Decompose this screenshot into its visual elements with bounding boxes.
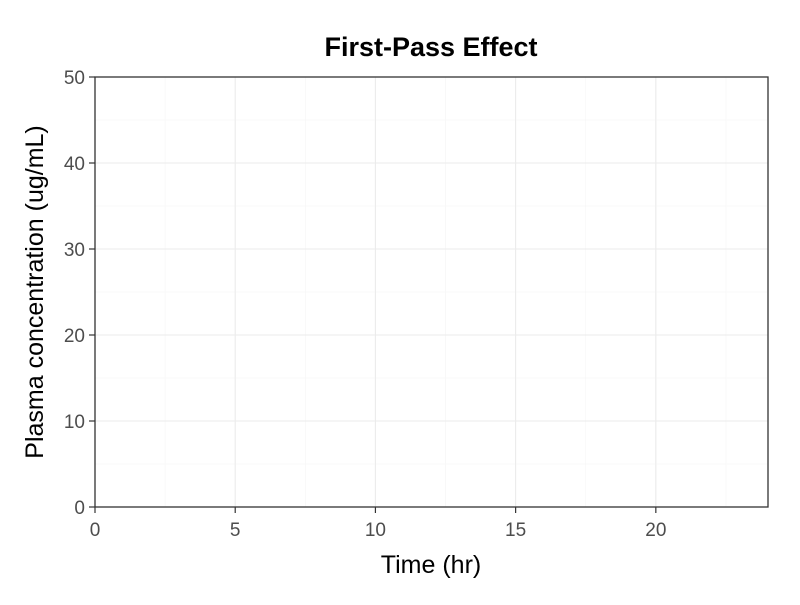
x-tick-label: 10 bbox=[365, 520, 386, 541]
x-tick-label: 15 bbox=[505, 520, 526, 541]
x-tick-label: 5 bbox=[230, 520, 241, 541]
x-axis: 0 5 10 15 20 bbox=[90, 507, 666, 541]
panel-border bbox=[94, 76, 769, 508]
x-axis-label: Time (hr) bbox=[381, 551, 481, 579]
y-axis-label: Plasma concentration (ug/mL) bbox=[21, 125, 49, 458]
y-tick-label: 30 bbox=[64, 240, 85, 261]
y-tick-label: 20 bbox=[64, 326, 85, 347]
chart-title: First-Pass Effect bbox=[324, 32, 537, 62]
y-tick-label: 10 bbox=[64, 412, 85, 433]
y-tick-label: 50 bbox=[64, 68, 85, 89]
y-axis: 0 10 20 30 40 50 bbox=[64, 68, 95, 519]
x-tick-label: 0 bbox=[90, 520, 101, 541]
y-tick-label: 0 bbox=[74, 498, 85, 519]
x-tick-label: 20 bbox=[645, 520, 666, 541]
y-tick-label: 40 bbox=[64, 154, 85, 175]
